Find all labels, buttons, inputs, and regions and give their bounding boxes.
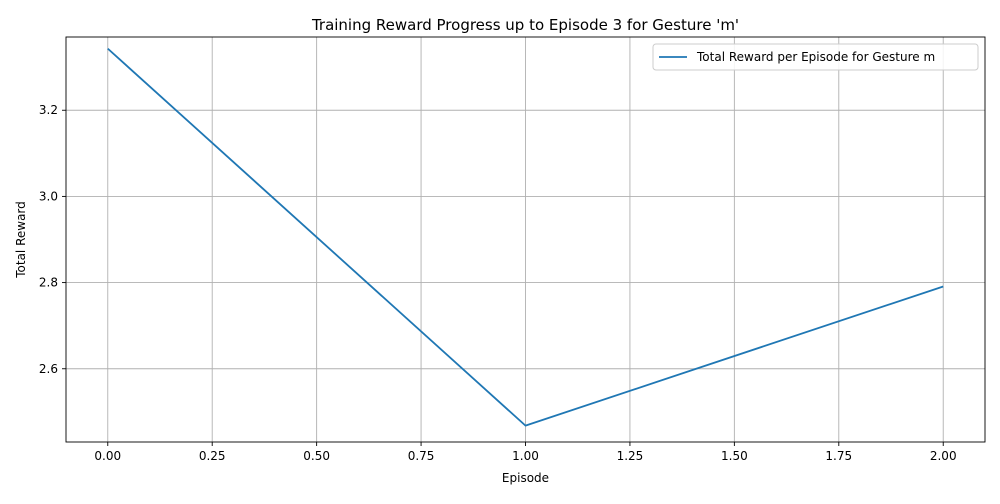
plot-area-frame: [65, 36, 986, 443]
x-axis-label: Episode: [502, 471, 549, 485]
legend-label: Total Reward per Episode for Gesture m: [696, 50, 935, 64]
x-tick-label: 1.50: [721, 449, 748, 463]
x-tick-label: 0.75: [408, 449, 435, 463]
y-axis-label: Total Reward: [14, 201, 28, 279]
x-tick-label: 1.25: [617, 449, 644, 463]
y-tick-label: 3.0: [39, 189, 58, 203]
x-tick-label: 2.00: [930, 449, 957, 463]
series-line-reward: [107, 47, 944, 427]
x-tick-label: 1.75: [825, 449, 852, 463]
x-tick-label: 0.00: [94, 449, 121, 463]
grid-lines: [66, 37, 985, 442]
axis-ticks: 0.00 0.25 0.50 0.75 1.00 1.25 1.50 1.75 2.00 2.6 2…: [39, 103, 957, 463]
x-tick-label: 1.00: [512, 449, 539, 463]
legend: Total Reward per Episode for Gesture m: [652, 43, 979, 71]
y-tick-label: 3.2: [39, 103, 58, 117]
x-tick-label: 0.25: [199, 449, 226, 463]
legend-box: [652, 43, 979, 71]
chart-title: Training Reward Progress up to Episode 3…: [311, 16, 739, 34]
x-tick-label: 0.50: [303, 449, 330, 463]
y-tick-label: 2.8: [39, 276, 58, 290]
y-tick-label: 2.6: [39, 362, 58, 376]
series-lines: [107, 47, 944, 427]
